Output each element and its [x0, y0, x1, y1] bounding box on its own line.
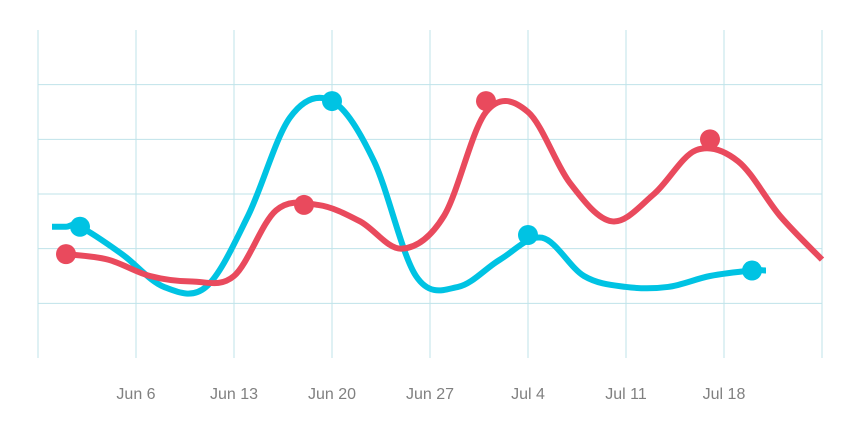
series-point: [70, 216, 90, 237]
series-line: [65, 98, 825, 287]
series-point: [294, 194, 314, 215]
x-tick-label: Jul 11: [605, 386, 647, 403]
series-2: [56, 91, 825, 287]
series-line: [52, 94, 767, 297]
x-axis-ticks: Jun 6 Jun 13 Jun 20 Jun 27 Jul 4 Jul 11 Jul 18: [116, 386, 745, 403]
series-point: [700, 129, 720, 150]
grid: [37, 30, 823, 358]
x-tick-label: Jun 27: [406, 386, 454, 403]
series-layer: [52, 91, 825, 297]
series-point: [476, 91, 496, 112]
series-point: [322, 91, 342, 112]
x-tick-label: Jul 18: [703, 386, 746, 403]
series-point: [742, 260, 762, 281]
x-tick-label: Jul 4: [511, 386, 545, 403]
x-tick-label: Jun 20: [308, 386, 356, 403]
x-tick-label: Jun 13: [210, 386, 258, 403]
series-point: [56, 244, 76, 265]
series-point: [518, 225, 538, 245]
x-tick-label: Jun 6: [116, 386, 155, 403]
series-1: [52, 91, 767, 297]
